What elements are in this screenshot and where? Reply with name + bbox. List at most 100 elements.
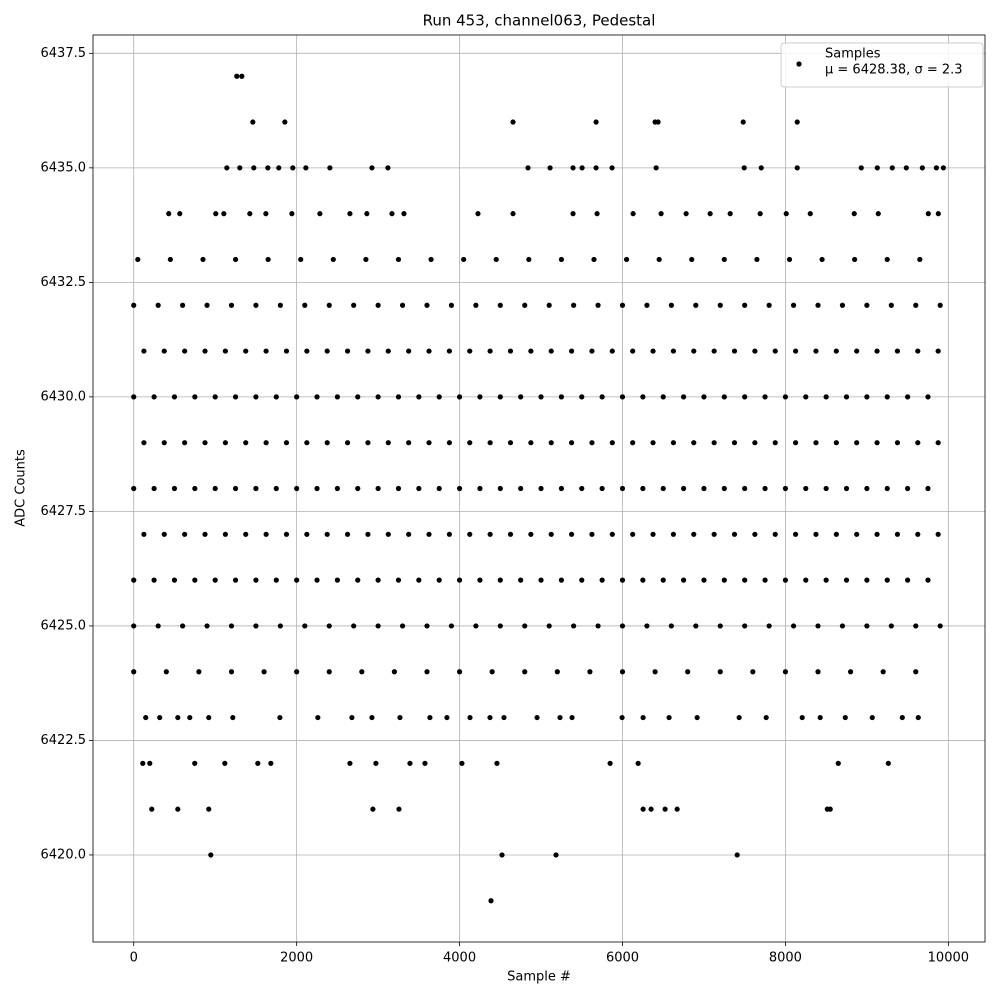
- data-point: [232, 394, 239, 400]
- data-point: [794, 119, 800, 125]
- data-point: [711, 348, 717, 354]
- data-point: [815, 623, 821, 629]
- data-point: [363, 256, 369, 263]
- data-point: [407, 760, 413, 766]
- data-point: [674, 806, 680, 812]
- data-point: [915, 440, 921, 446]
- data-point: [289, 211, 295, 217]
- data-point: [477, 577, 483, 583]
- data-point: [473, 302, 479, 308]
- data-point: [903, 165, 909, 171]
- data-point: [670, 531, 677, 537]
- data-point: [772, 531, 778, 537]
- data-point: [803, 394, 809, 400]
- data-point: [355, 577, 361, 583]
- data-point: [446, 348, 452, 354]
- data-point: [507, 440, 514, 446]
- data-point: [192, 485, 198, 492]
- data-point: [568, 440, 575, 446]
- data-point: [660, 394, 666, 400]
- data-point: [538, 577, 544, 583]
- data-point: [487, 531, 493, 537]
- data-point: [330, 256, 336, 263]
- data-point: [290, 165, 296, 171]
- data-point: [212, 485, 218, 492]
- data-point: [843, 577, 850, 583]
- data-point: [228, 669, 235, 675]
- data-point: [793, 440, 799, 446]
- data-point: [835, 760, 841, 766]
- data-point: [731, 531, 738, 537]
- data-point: [935, 211, 941, 217]
- data-point: [864, 485, 870, 492]
- data-point: [899, 714, 905, 721]
- data-point: [359, 669, 365, 675]
- legend-note: μ = 6428.38, σ = 2.3: [825, 63, 963, 78]
- data-point: [263, 348, 269, 354]
- data-point: [609, 440, 615, 446]
- data-point: [815, 302, 821, 308]
- data-point: [557, 714, 563, 721]
- data-point: [294, 669, 300, 675]
- data-point: [854, 531, 860, 537]
- data-point: [389, 211, 395, 217]
- data-point: [558, 256, 565, 263]
- data-point: [721, 394, 727, 400]
- data-point: [395, 394, 402, 400]
- data-point: [742, 623, 748, 629]
- data-point: [475, 211, 481, 217]
- series-points: [131, 73, 946, 904]
- data-point: [206, 714, 212, 721]
- data-point: [157, 714, 163, 721]
- data-point: [740, 119, 746, 125]
- data-point: [497, 485, 503, 492]
- data-point: [518, 394, 524, 400]
- y-tick-label: 6427.5: [41, 504, 87, 519]
- data-point: [548, 440, 554, 446]
- data-point: [660, 485, 666, 492]
- x-tick-label: 6000: [606, 951, 639, 966]
- data-point: [880, 669, 886, 675]
- data-point: [701, 485, 707, 492]
- data-point: [303, 165, 309, 171]
- data-point: [365, 531, 371, 537]
- data-point: [424, 623, 430, 629]
- data-point: [497, 577, 503, 583]
- data-point: [847, 669, 854, 675]
- data-point: [456, 485, 463, 492]
- data-point: [399, 302, 406, 308]
- x-tick-label: 8000: [769, 951, 802, 966]
- data-point: [919, 165, 925, 171]
- data-point: [757, 211, 763, 217]
- data-point: [202, 531, 208, 537]
- data-point: [448, 302, 455, 308]
- data-point: [228, 623, 235, 629]
- data-point: [772, 348, 778, 354]
- data-point: [510, 119, 516, 125]
- data-point: [427, 714, 433, 721]
- data-point: [640, 577, 646, 583]
- data-point: [813, 348, 819, 354]
- data-point: [815, 669, 821, 675]
- data-point: [884, 256, 890, 263]
- data-point: [167, 256, 173, 263]
- data-point: [395, 256, 402, 263]
- data-point: [570, 165, 576, 171]
- data-point: [298, 256, 304, 263]
- data-point: [501, 714, 507, 721]
- data-point: [135, 256, 141, 263]
- data-point: [395, 485, 402, 492]
- data-point: [630, 440, 636, 446]
- data-point: [823, 485, 829, 492]
- data-point: [547, 165, 553, 171]
- data-point: [140, 760, 146, 766]
- data-point: [375, 577, 381, 583]
- data-point: [171, 394, 178, 400]
- data-point: [131, 302, 137, 308]
- data-point: [364, 211, 370, 217]
- data-point: [277, 302, 283, 308]
- data-point: [518, 577, 524, 583]
- data-point: [915, 714, 921, 721]
- data-point: [619, 485, 626, 492]
- data-point: [182, 531, 188, 537]
